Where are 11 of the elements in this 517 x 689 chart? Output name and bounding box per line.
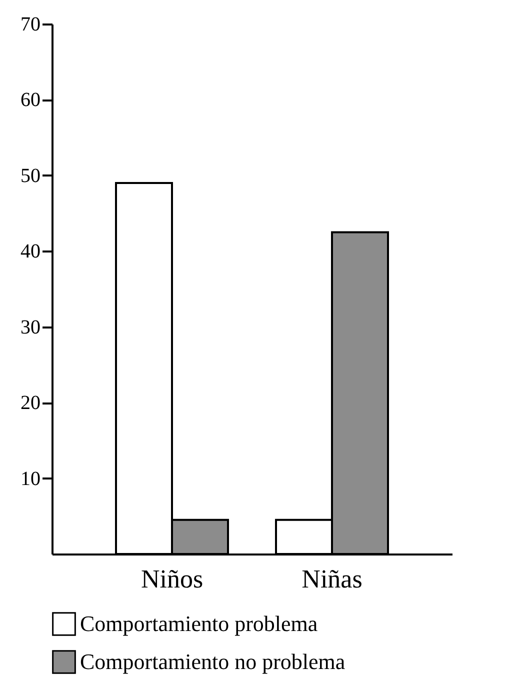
- y-tick-label: 20: [20, 392, 40, 414]
- y-tick-label: 40: [20, 240, 40, 263]
- x-tick-label: Niñas: [302, 564, 362, 594]
- y-tick-label: 10: [20, 468, 40, 490]
- y-tick-label: 50: [20, 164, 40, 187]
- y-tick-label: 70: [20, 14, 40, 36]
- x-tick-label: Niños: [140, 564, 204, 594]
- y-tick-label: 60: [20, 89, 40, 112]
- y-tick-label: 30: [20, 316, 40, 338]
- legend-label: Comportamiento problema: [80, 611, 318, 636]
- legend-label: Comportamiento no problema: [80, 649, 346, 674]
